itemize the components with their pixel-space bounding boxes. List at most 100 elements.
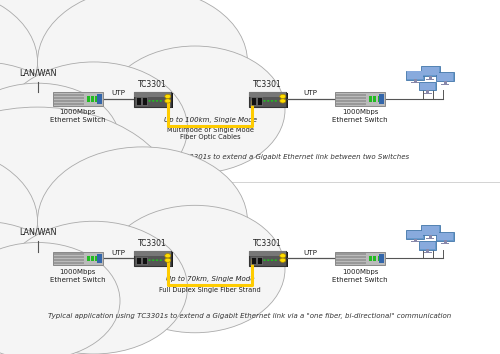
Circle shape	[0, 0, 180, 150]
Text: UTP: UTP	[111, 90, 125, 96]
Bar	[134, 251, 171, 256]
FancyBboxPatch shape	[249, 92, 286, 107]
Bar	[96, 254, 102, 263]
Text: Typical application using TC3301s to extend a Gigabit Ethernet link via a "one f: Typical application using TC3301s to ext…	[48, 313, 452, 319]
Bar	[86, 96, 90, 102]
Bar	[426, 249, 429, 252]
Circle shape	[38, 0, 248, 136]
Bar	[336, 256, 366, 258]
Bar	[54, 94, 84, 96]
Bar	[257, 257, 262, 264]
Circle shape	[164, 99, 170, 103]
Bar	[250, 93, 288, 108]
Bar	[424, 93, 432, 94]
Bar	[251, 97, 256, 105]
Circle shape	[280, 258, 286, 262]
Bar	[54, 262, 84, 264]
Bar	[426, 79, 434, 80]
Bar	[336, 259, 366, 261]
Circle shape	[38, 147, 248, 296]
Circle shape	[0, 0, 38, 136]
Bar	[86, 256, 90, 261]
Bar	[136, 257, 140, 264]
Bar	[336, 253, 366, 255]
Text: LAN/WAN: LAN/WAN	[19, 227, 56, 236]
Circle shape	[160, 100, 162, 102]
Text: UTP: UTP	[304, 250, 318, 256]
Bar	[54, 259, 84, 261]
Circle shape	[152, 100, 154, 102]
Text: UTP: UTP	[304, 90, 318, 96]
Bar	[422, 226, 438, 235]
Circle shape	[164, 94, 170, 98]
Text: TC3301: TC3301	[138, 80, 167, 89]
FancyBboxPatch shape	[406, 71, 424, 80]
Circle shape	[263, 259, 266, 261]
Bar	[424, 252, 432, 253]
Circle shape	[280, 99, 286, 103]
Text: TC3301: TC3301	[138, 239, 167, 248]
Bar	[336, 103, 366, 105]
Bar	[336, 94, 366, 96]
Circle shape	[0, 62, 188, 195]
Bar	[426, 90, 429, 93]
Bar	[373, 96, 376, 102]
Circle shape	[267, 100, 270, 102]
FancyBboxPatch shape	[335, 252, 385, 265]
Circle shape	[152, 259, 154, 261]
Bar	[408, 72, 422, 79]
Bar	[336, 100, 366, 102]
Text: 1000Mbps
Ethernet Switch: 1000Mbps Ethernet Switch	[332, 109, 388, 124]
Bar	[420, 242, 434, 249]
Bar	[135, 252, 173, 267]
Text: Up to 70km, Single Mode: Up to 70km, Single Mode	[166, 276, 254, 282]
Circle shape	[280, 253, 286, 258]
FancyBboxPatch shape	[335, 92, 385, 106]
Bar	[444, 81, 446, 84]
Circle shape	[156, 100, 158, 102]
Bar	[136, 97, 140, 105]
Circle shape	[105, 205, 285, 333]
Bar	[249, 92, 286, 97]
Circle shape	[164, 253, 170, 258]
Bar	[422, 67, 438, 75]
Bar	[379, 95, 384, 104]
Bar	[96, 95, 102, 104]
Bar	[250, 252, 288, 267]
Text: Up to 100km, Single Mode: Up to 100km, Single Mode	[164, 117, 256, 123]
Bar	[428, 235, 432, 238]
Bar	[135, 93, 173, 108]
Bar	[54, 100, 84, 102]
Circle shape	[160, 259, 162, 261]
FancyBboxPatch shape	[436, 73, 454, 81]
Bar	[428, 76, 432, 79]
Text: 1000Mbps
Ethernet Switch: 1000Mbps Ethernet Switch	[332, 269, 388, 283]
Bar	[142, 257, 146, 264]
Bar	[91, 96, 94, 102]
Circle shape	[0, 221, 188, 354]
Bar	[369, 256, 372, 261]
Text: Typical application using TC3301s to extend a Gigabit Ethernet link between two : Typical application using TC3301s to ext…	[91, 154, 409, 160]
Circle shape	[263, 100, 266, 102]
Bar	[251, 257, 256, 264]
Bar	[411, 241, 419, 242]
Circle shape	[280, 94, 286, 98]
Text: UTP: UTP	[111, 250, 125, 256]
Circle shape	[274, 259, 277, 261]
Text: Multimode or Single Mode
Fiber Optic Cables: Multimode or Single Mode Fiber Optic Cab…	[166, 127, 254, 141]
Bar	[444, 240, 446, 244]
Text: LAN/WAN: LAN/WAN	[19, 68, 56, 77]
Bar	[438, 73, 452, 81]
FancyBboxPatch shape	[134, 92, 171, 107]
FancyBboxPatch shape	[420, 66, 440, 76]
Bar	[95, 256, 98, 261]
Circle shape	[0, 107, 180, 309]
Bar	[91, 256, 94, 261]
Bar	[54, 103, 84, 105]
FancyBboxPatch shape	[406, 230, 424, 239]
Bar	[336, 97, 366, 99]
Bar	[257, 97, 262, 105]
Circle shape	[0, 83, 120, 200]
Circle shape	[0, 147, 38, 296]
Bar	[95, 96, 98, 102]
